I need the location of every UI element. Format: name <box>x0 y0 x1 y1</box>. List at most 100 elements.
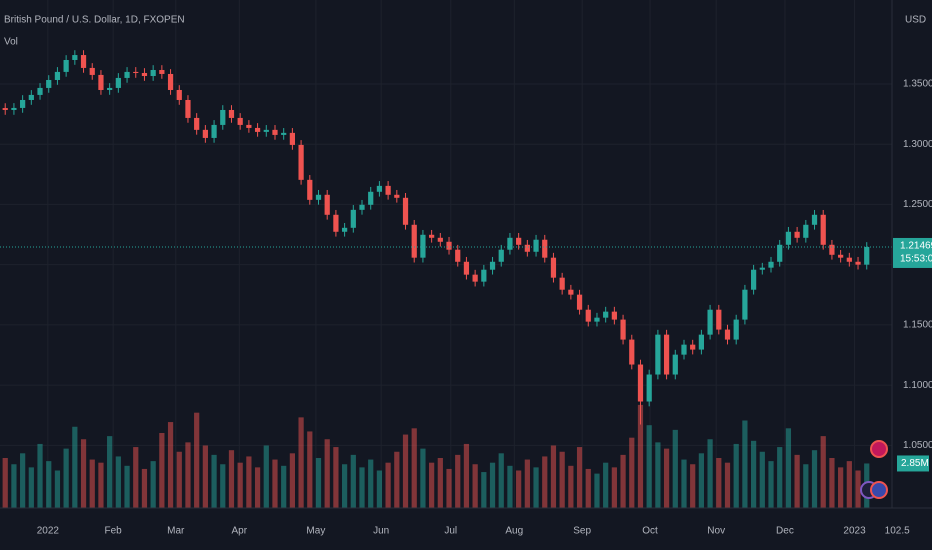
volume-bar <box>446 468 452 508</box>
candle-body <box>420 234 426 258</box>
volume-bar <box>698 453 705 508</box>
volume-bar <box>629 437 635 508</box>
candle-body <box>272 129 278 135</box>
volume-bar <box>568 465 574 508</box>
candle-body <box>507 237 513 250</box>
volume-bar <box>655 442 661 508</box>
volume-bar <box>507 465 513 508</box>
volume-bar <box>472 464 478 508</box>
volume-bar <box>663 448 670 508</box>
candle-body <box>20 99 26 108</box>
candle-body <box>498 249 504 262</box>
candle-body <box>359 204 365 210</box>
candle-body <box>846 257 852 262</box>
candle-body <box>568 289 574 295</box>
candle-body <box>350 209 356 228</box>
y-tick-label: 1.05000 <box>903 440 932 451</box>
candle-body <box>707 309 713 335</box>
event-icon[interactable] <box>870 481 888 499</box>
candle-body <box>446 241 452 250</box>
volume-bar <box>150 461 156 508</box>
candle-body <box>237 117 243 125</box>
volume-bar <box>89 459 95 508</box>
candle-body <box>455 249 461 262</box>
volume-bar <box>768 461 774 508</box>
volume-label-box <box>897 455 929 472</box>
volume-bar <box>750 440 757 508</box>
candle-body <box>794 231 800 238</box>
volume-bar <box>733 443 739 508</box>
volume-bar <box>594 473 600 508</box>
volume-bar <box>133 447 139 508</box>
candle-body <box>176 89 182 100</box>
volume-bar <box>576 447 583 508</box>
volume-bar <box>724 462 731 508</box>
volume-bar <box>402 434 409 508</box>
candle-body <box>663 334 670 375</box>
candle-body <box>777 244 783 262</box>
volume-pane <box>2 404 870 508</box>
volume-bar <box>481 472 487 508</box>
candle-body <box>768 261 774 268</box>
volume-bar <box>159 433 165 508</box>
candle-body <box>785 231 792 245</box>
event-icon[interactable] <box>870 440 888 458</box>
volume-bar <box>611 467 617 508</box>
candle-body <box>315 194 322 200</box>
candle-body <box>629 339 635 365</box>
x-tick-label: Jun <box>373 526 389 537</box>
volume-bar <box>829 458 835 508</box>
volume-bar <box>11 464 17 508</box>
volume-bar <box>98 462 104 508</box>
volume-bar <box>63 448 69 508</box>
candle-body <box>603 311 609 318</box>
candle-body <box>733 319 739 340</box>
candle-body <box>681 344 687 355</box>
candle-body <box>167 73 174 90</box>
candle-body <box>324 194 330 215</box>
current-price-label: 1.21469 <box>900 241 932 252</box>
candle-body <box>46 79 52 88</box>
volume-bar <box>707 439 713 508</box>
candle-body <box>281 132 287 135</box>
volume-bar <box>20 453 26 508</box>
volume-bar <box>716 458 722 508</box>
volume-bar <box>411 428 417 508</box>
y-tick-label: 1.10000 <box>903 380 932 391</box>
volume-bar <box>420 448 426 508</box>
candle-body <box>80 55 87 68</box>
candle-body <box>124 71 130 78</box>
candle-body <box>646 374 652 402</box>
y-tick-label: 1.15000 <box>903 320 932 331</box>
candle-body <box>559 277 565 290</box>
x-tick-label: Mar <box>167 526 185 537</box>
volume-bar <box>368 459 374 508</box>
volume-bar <box>690 464 696 508</box>
candle-body <box>411 224 417 258</box>
volume-bar <box>437 458 443 508</box>
candle-body <box>542 239 548 258</box>
candle-body <box>611 311 617 320</box>
candle-body <box>402 197 409 225</box>
volume-bar <box>228 450 235 508</box>
candle-body <box>289 132 296 145</box>
candle-body <box>298 144 304 180</box>
volume-bar <box>141 468 148 508</box>
volume-bar <box>289 453 296 508</box>
volume-bar <box>672 429 678 508</box>
candle-body <box>37 87 43 95</box>
candle-body <box>533 239 539 252</box>
volume-bar <box>516 470 522 508</box>
volume-bar <box>542 456 548 508</box>
candle-body <box>89 67 95 75</box>
candle-body <box>489 261 496 270</box>
candle-body <box>759 267 765 270</box>
y-tick-label: 1.30000 <box>903 139 932 150</box>
volume-bar <box>742 420 748 508</box>
volume-bar <box>185 442 191 508</box>
volume-bar <box>524 459 530 508</box>
volume-bar <box>620 454 626 508</box>
candle-body <box>11 107 17 110</box>
volume-bar <box>272 459 278 508</box>
x-tick-label: 2022 <box>37 526 60 537</box>
